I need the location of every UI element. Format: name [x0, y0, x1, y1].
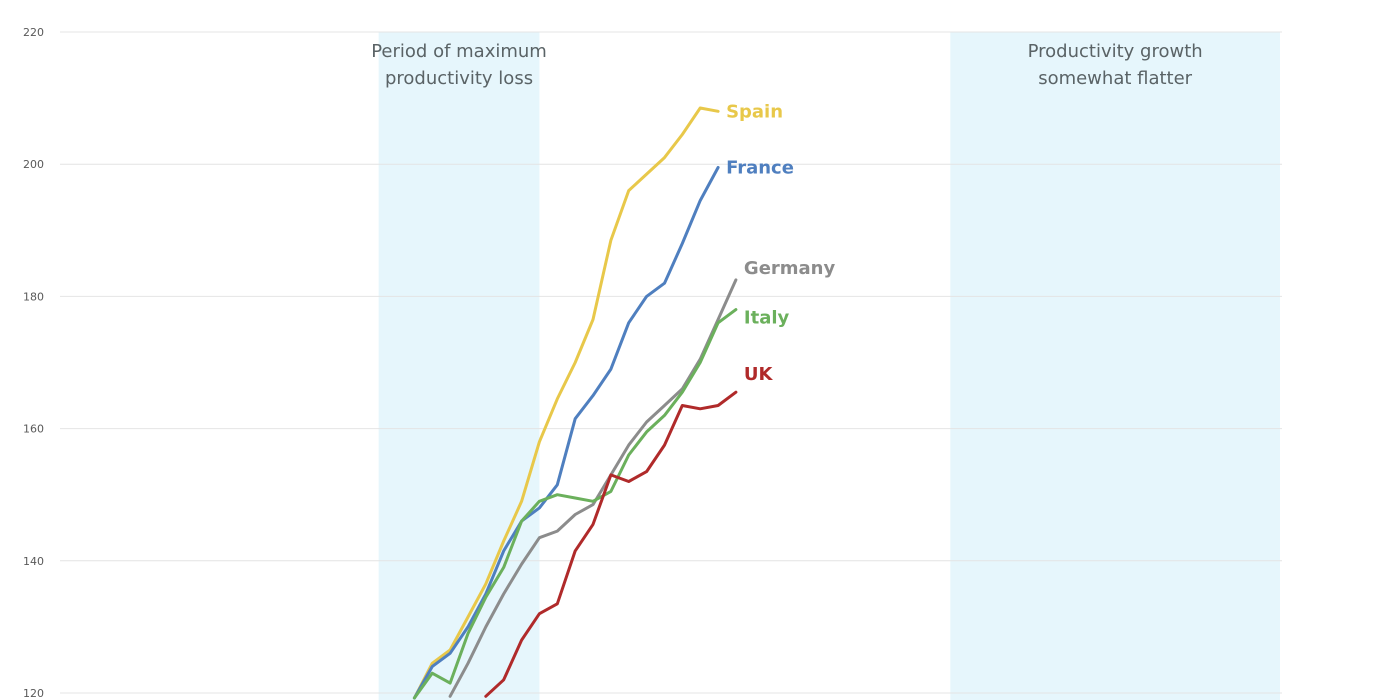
- region-annotations: Period of maximum productivity loss Produc…: [371, 41, 1202, 89]
- region-annotation-2-line-2: somewhat flatter: [1038, 68, 1192, 89]
- series-label-uk: UK: [744, 364, 774, 385]
- region-annotation-2-line-1: Productivity growth: [1028, 41, 1203, 62]
- series-labels: Spain France Germany Italy UK: [726, 101, 835, 385]
- y-tick-label-220: 220: [23, 26, 44, 39]
- shaded-region-2: [950, 32, 1280, 700]
- series-label-spain: Spain: [726, 101, 783, 122]
- shaded-regions: [378, 32, 1280, 700]
- series-line-italy: [412, 308, 738, 700]
- series-line-france: [412, 166, 720, 700]
- series-lines: [412, 106, 738, 700]
- y-tick-label-160: 160: [23, 423, 44, 436]
- series-line-spain: [412, 106, 720, 700]
- series-line-uk: [484, 390, 738, 698]
- region-annotation-1-line-2: productivity loss: [385, 68, 533, 89]
- y-tick-label-180: 180: [23, 290, 44, 303]
- series-label-germany: Germany: [744, 258, 836, 279]
- region-annotation-1-line-1: Period of maximum: [371, 41, 547, 62]
- y-tick-label-140: 140: [23, 555, 44, 568]
- series-label-italy: Italy: [744, 308, 790, 329]
- series-label-france: France: [726, 158, 794, 179]
- y-tick-label-120: 120: [23, 687, 44, 700]
- shaded-region-1: [378, 32, 540, 700]
- y-tick-label-200: 200: [23, 158, 44, 171]
- y-axis-ticks: 120 140 160 180 200 220: [23, 26, 44, 700]
- series-line-germany: [448, 278, 738, 698]
